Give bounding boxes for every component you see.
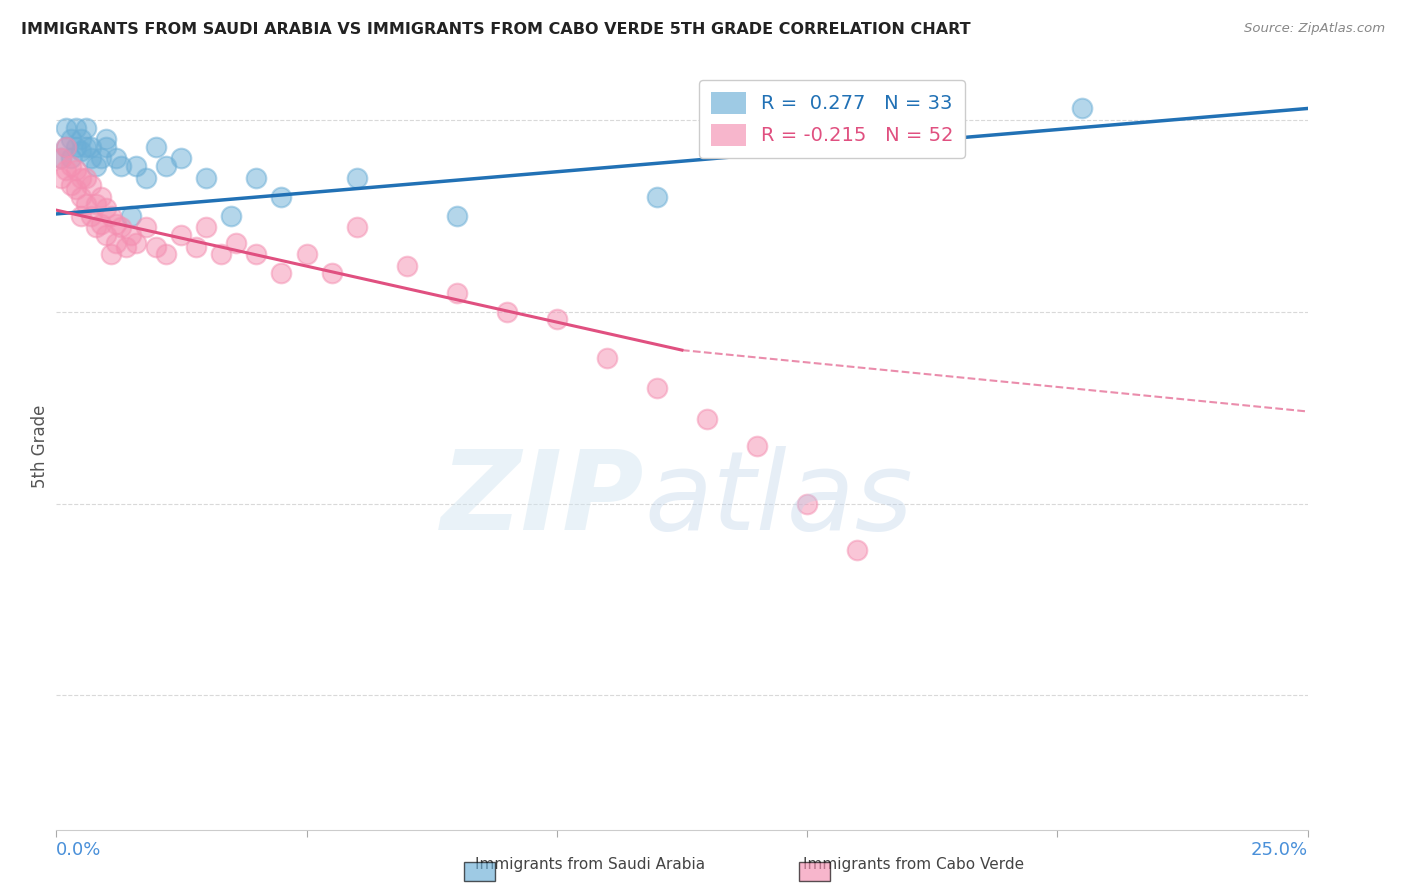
Point (245, 247, 267, 261)
Point (195, 170, 218, 185)
Text: IMMIGRANTS FROM SAUDI ARABIA VS IMMIGRANTS FROM CABO VERDE 5TH GRADE CORRELATION: IMMIGRANTS FROM SAUDI ARABIA VS IMMIGRAN… (21, 22, 970, 37)
Point (295, 247, 318, 261)
Point (796, 496, 818, 510)
Point (225, 235, 247, 250)
Point (84, 220, 107, 235)
Point (446, 209, 468, 223)
Point (745, 439, 768, 453)
Point (170, 151, 193, 165)
Point (80, 178, 103, 193)
Point (846, 542, 869, 557)
Point (96, 227, 118, 242)
Point (96, 140, 118, 154)
Point (96, 132, 118, 146)
Point (70, 189, 93, 203)
Point (75, 170, 97, 185)
Point (209, 247, 232, 261)
Point (105, 235, 128, 250)
Point (70, 209, 93, 223)
Point (90, 151, 112, 165)
Point (65, 120, 87, 135)
Point (80, 209, 103, 223)
Point (75, 120, 97, 135)
Text: 25.0%: 25.0% (1250, 841, 1308, 859)
Point (65, 162, 87, 177)
Point (346, 170, 368, 185)
Point (155, 247, 177, 261)
Point (135, 170, 157, 185)
Point (80, 140, 103, 154)
Point (270, 189, 292, 203)
Legend: R =  0.277   N = 33, R = -0.215   N = 52: R = 0.277 N = 33, R = -0.215 N = 52 (699, 79, 966, 158)
Point (135, 220, 157, 235)
Point (70, 144, 93, 158)
Point (51, 151, 73, 165)
Point (696, 412, 718, 426)
Point (115, 239, 138, 253)
Point (84, 197, 107, 211)
Point (125, 235, 148, 250)
Point (80, 151, 103, 165)
Point (100, 247, 122, 261)
Point (145, 140, 167, 154)
Point (125, 159, 148, 173)
Point (395, 259, 418, 273)
Point (60, 159, 83, 173)
Point (90, 217, 112, 231)
Point (55, 120, 77, 135)
Point (60, 151, 83, 165)
Point (546, 312, 568, 326)
Point (55, 140, 77, 154)
Point (270, 266, 292, 280)
Text: Source: ZipAtlas.com: Source: ZipAtlas.com (1244, 22, 1385, 36)
Point (346, 220, 368, 235)
Point (495, 304, 517, 318)
Point (105, 151, 128, 165)
Point (60, 132, 83, 146)
Point (75, 140, 97, 154)
Text: 0.0%: 0.0% (56, 841, 101, 859)
Point (110, 159, 132, 173)
Text: atlas: atlas (644, 446, 912, 553)
Point (245, 170, 267, 185)
Point (170, 227, 193, 242)
Point (645, 189, 668, 203)
Point (120, 209, 142, 223)
Text: Immigrants from Saudi Arabia: Immigrants from Saudi Arabia (475, 857, 706, 872)
Text: Immigrants from Cabo Verde: Immigrants from Cabo Verde (803, 857, 1025, 872)
Point (446, 285, 468, 300)
Point (120, 227, 142, 242)
Point (596, 351, 619, 365)
Point (645, 381, 668, 395)
Point (221, 209, 243, 223)
Point (60, 178, 83, 193)
Point (70, 132, 93, 146)
Point (186, 239, 208, 253)
Point (51, 151, 73, 165)
Point (51, 170, 73, 185)
Point (55, 140, 77, 154)
Point (70, 170, 93, 185)
Point (145, 239, 167, 253)
Point (155, 159, 177, 173)
Point (1071, 102, 1094, 116)
Point (55, 162, 77, 177)
Point (321, 266, 343, 280)
Point (195, 220, 218, 235)
Y-axis label: 5th Grade: 5th Grade (31, 404, 49, 488)
Point (90, 189, 112, 203)
Point (84, 159, 107, 173)
Point (65, 140, 87, 154)
Point (100, 209, 122, 223)
Text: ZIP: ZIP (441, 446, 644, 553)
Point (105, 217, 128, 231)
Point (110, 220, 132, 235)
Point (96, 201, 118, 215)
Point (65, 182, 87, 196)
Point (75, 197, 97, 211)
